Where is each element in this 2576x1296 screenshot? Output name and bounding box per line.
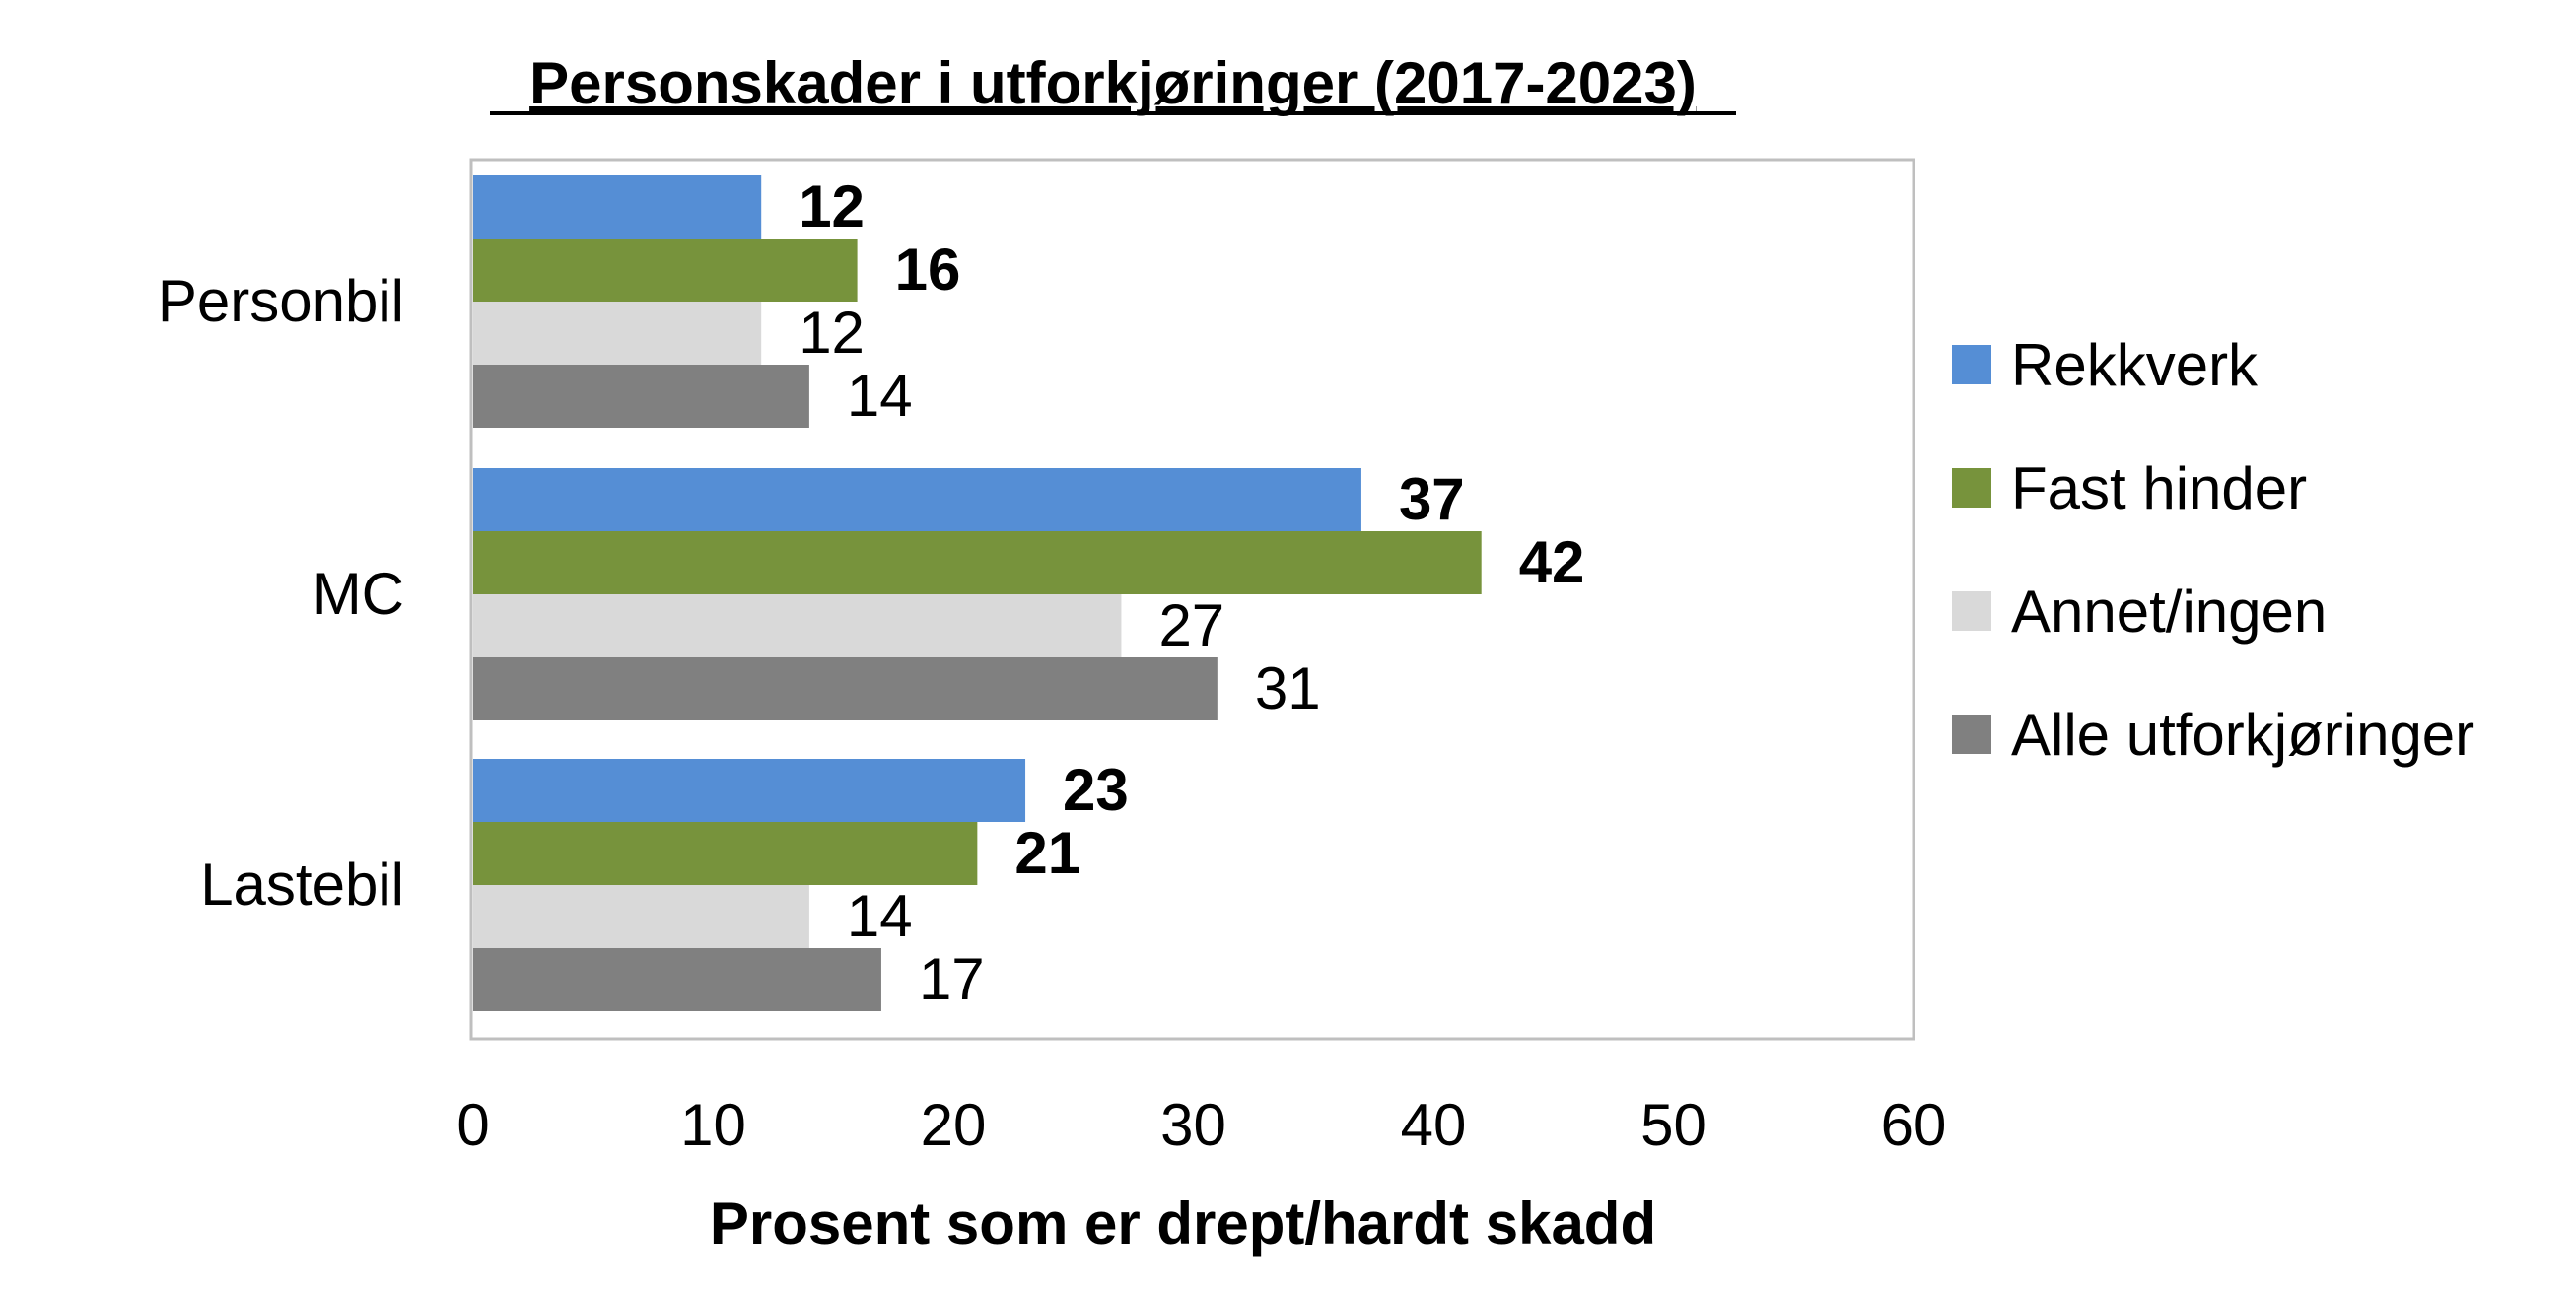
data-label: 31 — [1255, 655, 1321, 721]
legend: Rekkverk Fast hinder Annet/ingen Alle utfor… — [1952, 332, 2474, 768]
plot-area-border — [469, 158, 1915, 1041]
legend-label: Alle utforkjøringer — [2011, 702, 2474, 768]
data-label: 27 — [1158, 592, 1224, 658]
data-label: 12 — [799, 300, 865, 366]
bar — [473, 822, 978, 885]
data-label: 42 — [1519, 529, 1585, 595]
legend-label: Fast hinder — [2011, 455, 2307, 521]
x-tick-label: 60 — [1881, 1092, 1947, 1158]
category-label: Lastebil — [200, 852, 404, 918]
legend-label: Annet/ingen — [2011, 579, 2327, 645]
x-tick-label: 50 — [1640, 1092, 1706, 1158]
legend-swatch — [1952, 591, 1991, 631]
x-axis-label: Prosent som er drept/hardt skadd — [710, 1191, 1656, 1257]
data-label: 37 — [1399, 466, 1465, 532]
chart-title: Personskader i utforkjøringer (2017-2023… — [529, 50, 1697, 116]
data-label: 12 — [799, 173, 865, 239]
x-tick-labels: 0 10 20 30 40 50 60 — [456, 1092, 1946, 1158]
x-tick-label: 20 — [921, 1092, 987, 1158]
bar — [473, 594, 1122, 657]
x-tick-label: 0 — [456, 1092, 489, 1158]
x-tick-label: 30 — [1160, 1092, 1226, 1158]
bar — [473, 365, 809, 428]
data-label: 17 — [919, 946, 985, 1012]
category-label: MC — [313, 561, 404, 627]
x-tick-label: 40 — [1401, 1092, 1467, 1158]
x-tick-label: 10 — [680, 1092, 746, 1158]
bar — [473, 302, 762, 365]
bar — [473, 759, 1026, 822]
bar — [473, 948, 881, 1011]
legend-swatch — [1952, 345, 1991, 384]
data-label: 21 — [1014, 820, 1080, 886]
data-label: 23 — [1063, 757, 1129, 823]
legend-label: Rekkverk — [2011, 332, 2259, 398]
category-label: Personbil — [158, 268, 404, 334]
category-labels: Personbil MC Lastebil — [158, 268, 404, 918]
data-label: 14 — [847, 883, 913, 949]
data-label: 16 — [895, 237, 961, 303]
data-label: 14 — [847, 363, 913, 429]
bar — [473, 239, 858, 302]
bar — [473, 531, 1482, 594]
bar — [473, 657, 1218, 720]
bars — [473, 175, 1482, 1011]
bar — [473, 175, 762, 239]
bar — [473, 885, 809, 948]
legend-swatch — [1952, 715, 1991, 754]
bar — [473, 468, 1361, 531]
legend-swatch — [1952, 468, 1991, 508]
